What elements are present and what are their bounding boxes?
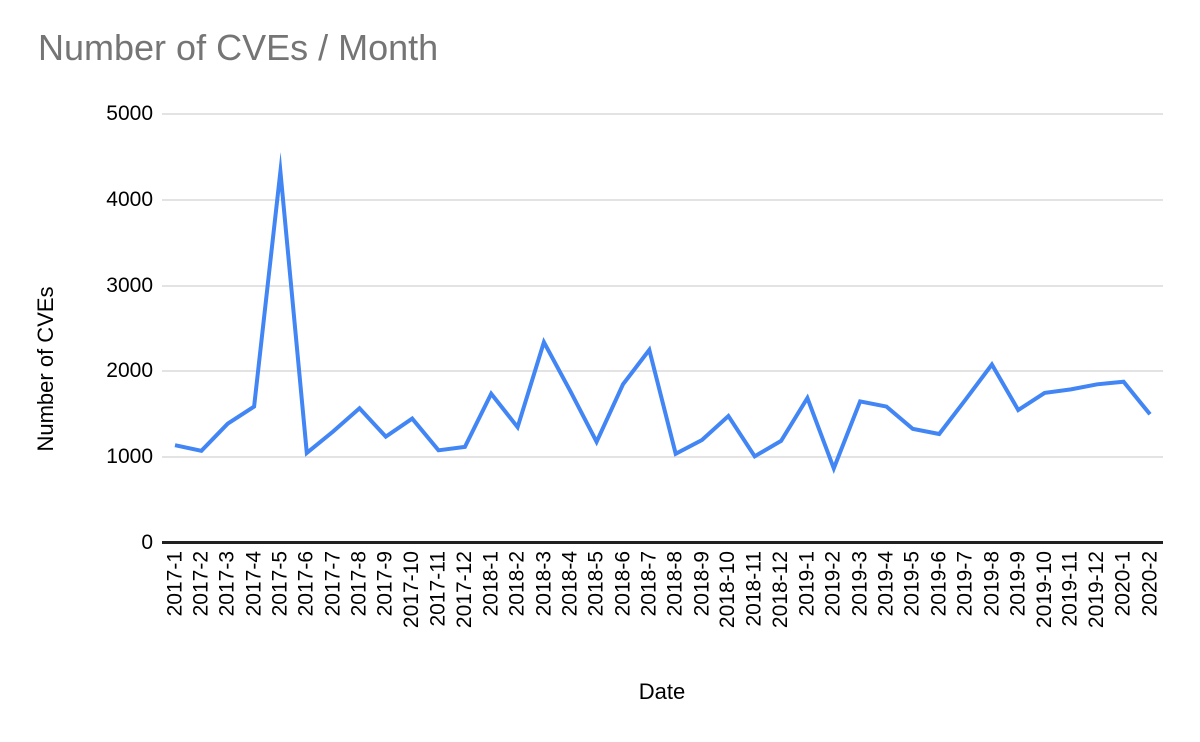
x-axis-title: Date bbox=[638, 679, 686, 704]
gridline bbox=[162, 370, 1163, 373]
y-tick-label: 4000 bbox=[106, 187, 153, 211]
gridline bbox=[162, 456, 1163, 459]
y-tick-label: 5000 bbox=[106, 102, 153, 125]
gridline bbox=[162, 198, 1163, 201]
gridline bbox=[162, 113, 1163, 115]
y-tick-label: 2000 bbox=[106, 359, 153, 383]
cve-data-line bbox=[174, 151, 1152, 474]
x-axis-line bbox=[162, 541, 1163, 544]
y-tick-label: 3000 bbox=[106, 273, 153, 297]
y-tick-label: 0 bbox=[141, 531, 153, 554]
y-axis-title-label: Number of CVEs bbox=[33, 286, 58, 452]
chart-title: Number of CVEs / Month bbox=[38, 27, 439, 68]
plot-area bbox=[162, 113, 1163, 544]
gridline bbox=[162, 284, 1163, 287]
y-tick-label: 1000 bbox=[106, 445, 153, 469]
line-series bbox=[174, 151, 1152, 474]
